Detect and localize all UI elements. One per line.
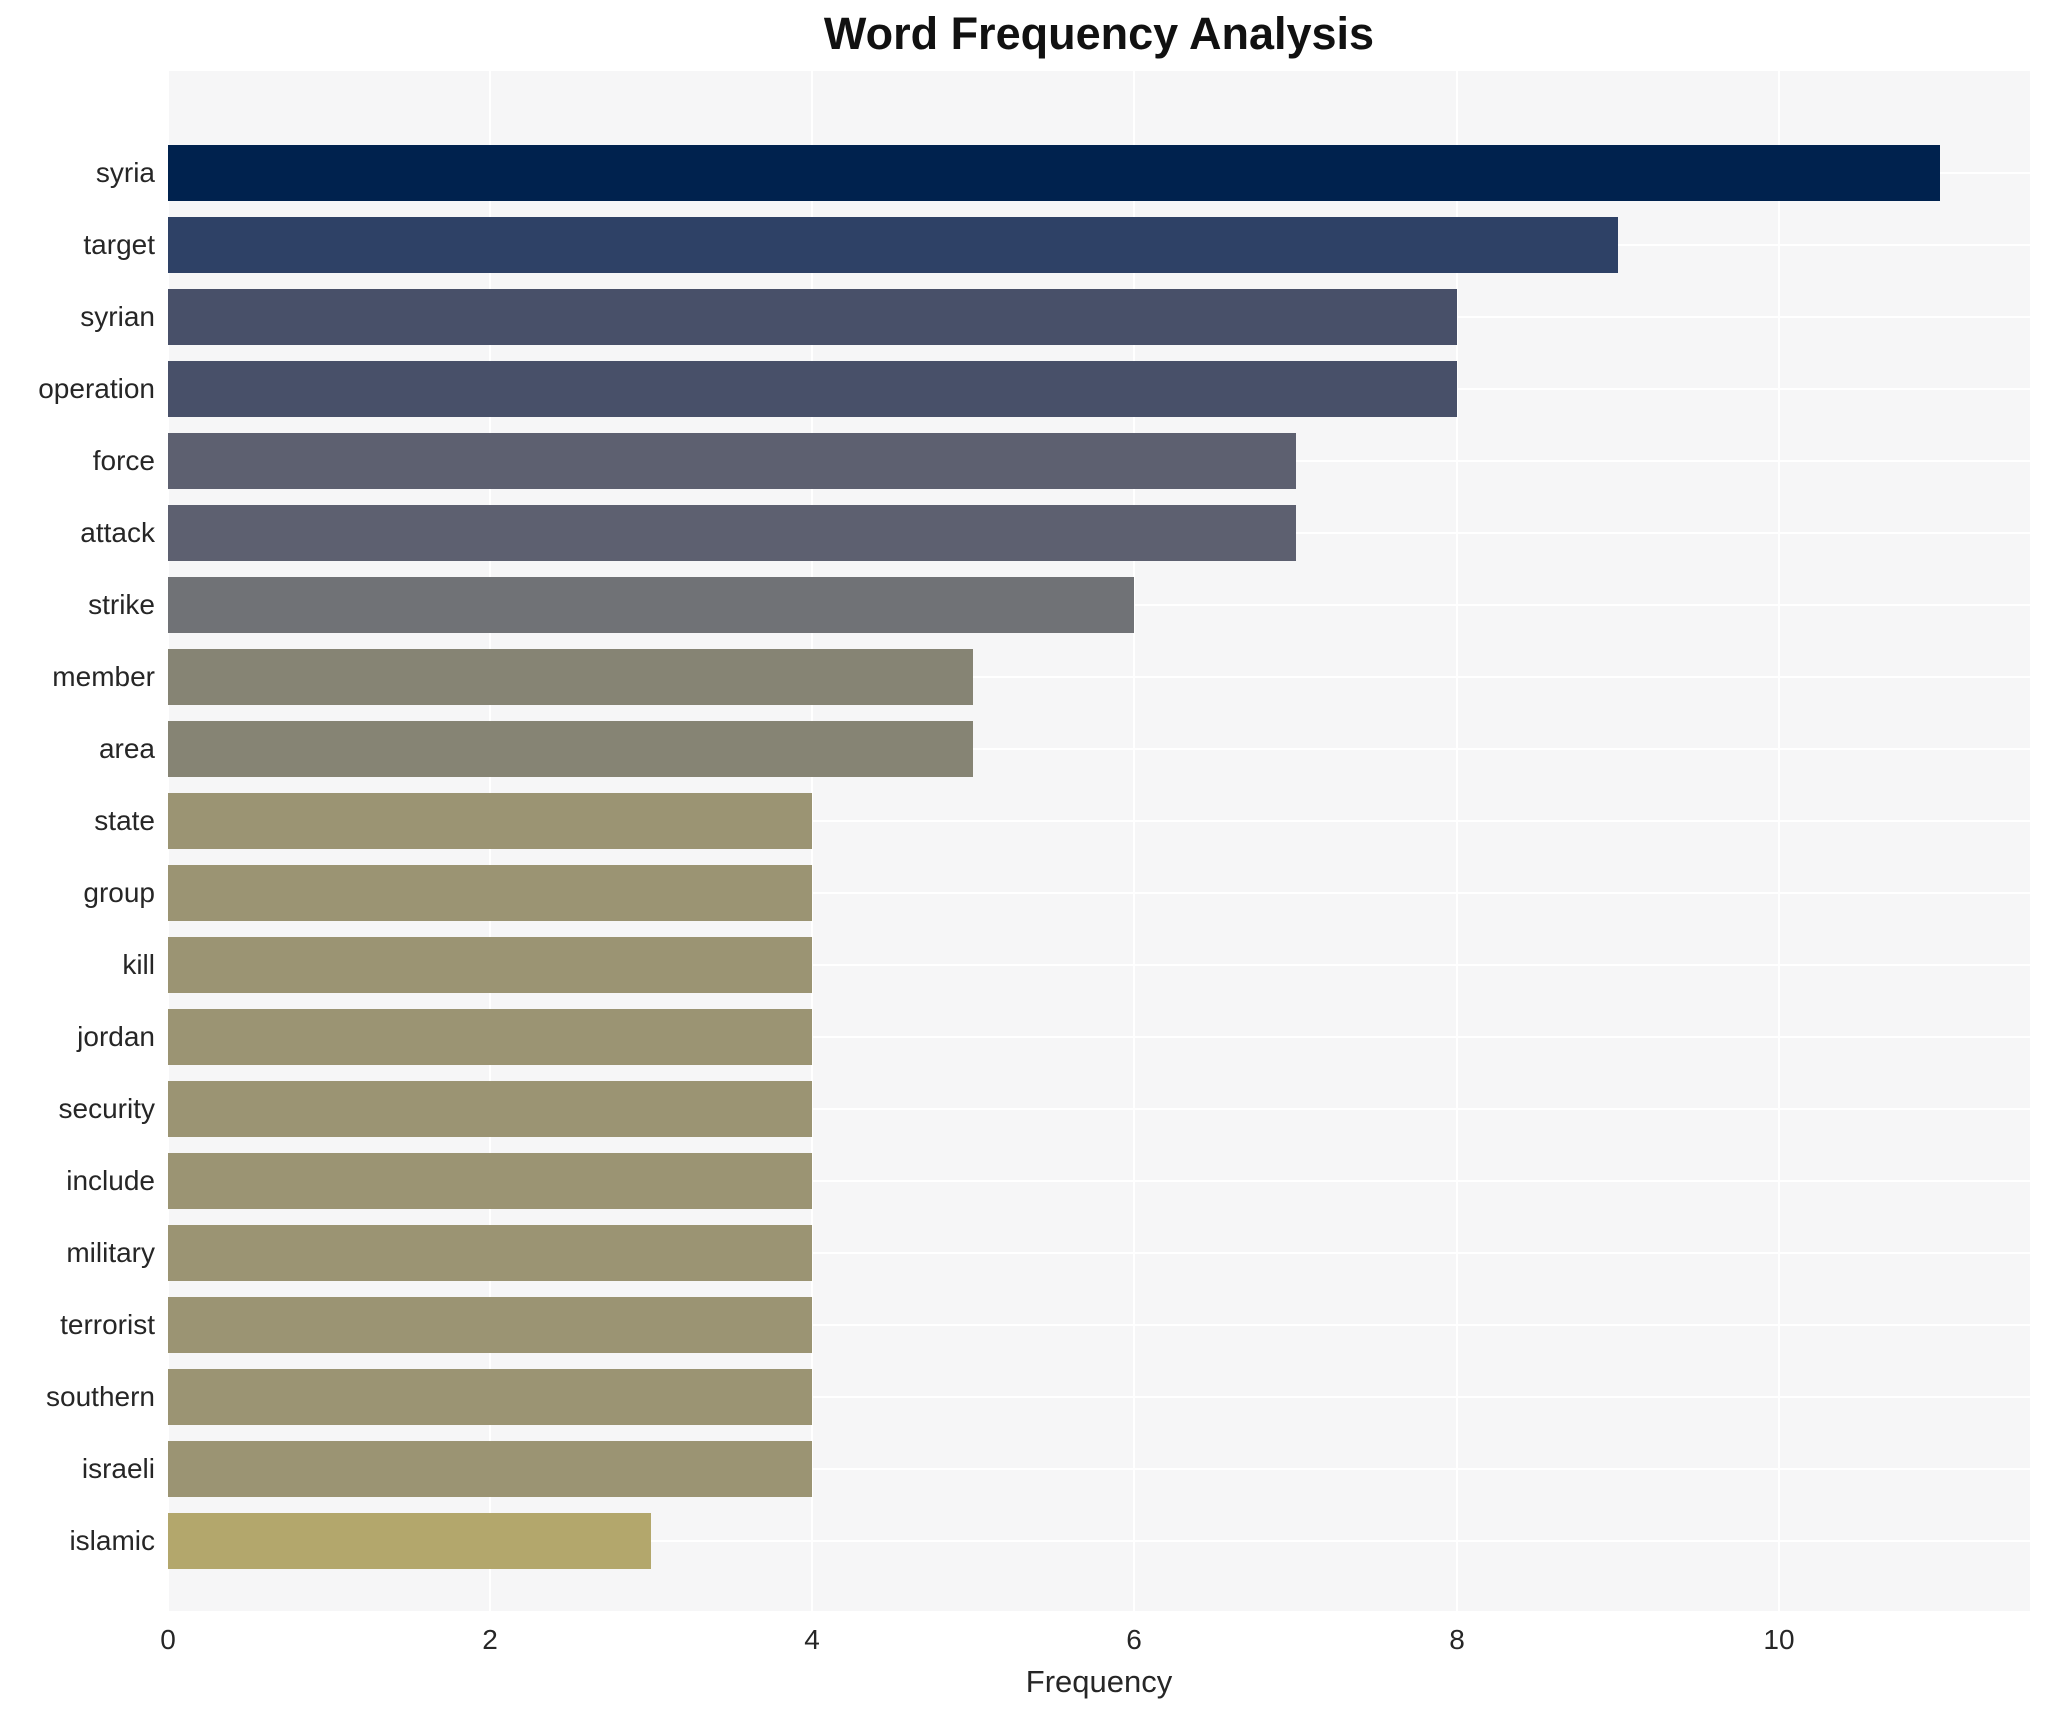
y-tick-label-force: force — [92, 445, 155, 476]
y-gridline — [168, 1396, 2030, 1398]
y-tick-label-jordan: jordan — [77, 1021, 155, 1052]
plot-area — [167, 71, 2030, 1611]
x-tick-label-6: 6 — [1126, 1624, 1142, 1655]
x-tick-label-10: 10 — [1763, 1624, 1795, 1655]
y-tick-label-state: state — [94, 805, 155, 836]
y-tick-label-kill: kill — [122, 949, 155, 980]
y-tick-label-include: include — [66, 1165, 155, 1196]
y-tick-label-syria: syria — [95, 157, 155, 188]
y-gridline — [168, 964, 2030, 966]
bar-attack — [168, 505, 1296, 561]
y-tick-label-israeli: israeli — [81, 1453, 155, 1484]
x-tick-label-0: 0 — [160, 1624, 176, 1655]
bar-member — [168, 649, 973, 705]
x-tick-label-4: 4 — [804, 1624, 820, 1655]
y-tick-label-military: military — [66, 1237, 155, 1268]
y-tick-label-islamic: islamic — [69, 1525, 155, 1556]
y-tick-label-terrorist: terrorist — [60, 1309, 155, 1340]
bar-islamic — [168, 1513, 651, 1569]
bar-state — [168, 793, 812, 849]
y-tick-label-area: area — [98, 733, 155, 764]
y-gridline — [168, 1324, 2030, 1326]
bar-israeli — [168, 1441, 812, 1497]
bar-security — [168, 1081, 812, 1137]
bar-target — [168, 217, 1618, 273]
y-tick-label-operation: operation — [38, 373, 155, 404]
bar-area — [168, 721, 973, 777]
y-tick-label-member: member — [52, 661, 155, 692]
y-gridline — [168, 1036, 2030, 1038]
y-gridline — [168, 892, 2030, 894]
bar-strike — [168, 577, 1134, 633]
bar-operation — [168, 361, 1457, 417]
x-gridline-6 — [1133, 71, 1135, 1611]
bar-jordan — [168, 1009, 812, 1065]
x-tick-label-8: 8 — [1449, 1624, 1465, 1655]
y-gridline — [168, 1468, 2030, 1470]
bar-kill — [168, 937, 812, 993]
y-tick-label-southern: southern — [46, 1381, 155, 1412]
chart-title: Word Frequency Analysis — [823, 8, 1375, 59]
bar-include — [168, 1153, 812, 1209]
y-tick-label-group: group — [83, 877, 155, 908]
y-tick-label-attack: attack — [80, 517, 155, 548]
x-gridline-10 — [1778, 71, 1780, 1611]
bar-southern — [168, 1369, 812, 1425]
bar-syrian — [168, 289, 1457, 345]
y-gridline — [168, 676, 2030, 678]
bar-terrorist — [168, 1297, 812, 1353]
x-gridline-8 — [1456, 71, 1458, 1611]
bar-group — [168, 865, 812, 921]
y-gridline — [168, 748, 2030, 750]
y-gridline — [168, 820, 2030, 822]
y-tick-label-strike: strike — [88, 589, 155, 620]
y-gridline — [168, 1540, 2030, 1542]
y-gridline — [168, 1180, 2030, 1182]
y-tick-label-security: security — [58, 1093, 155, 1124]
y-tick-label-syrian: syrian — [80, 301, 155, 332]
x-tick-label-2: 2 — [482, 1624, 498, 1655]
bar-syria — [168, 145, 1940, 201]
bar-force — [168, 433, 1296, 489]
y-gridline — [168, 1252, 2030, 1254]
y-gridline — [168, 1108, 2030, 1110]
bar-military — [168, 1225, 812, 1281]
y-tick-label-target: target — [83, 229, 155, 260]
x-gridline-4 — [811, 71, 813, 1611]
x-axis-label: Frequency — [1025, 1664, 1173, 1699]
